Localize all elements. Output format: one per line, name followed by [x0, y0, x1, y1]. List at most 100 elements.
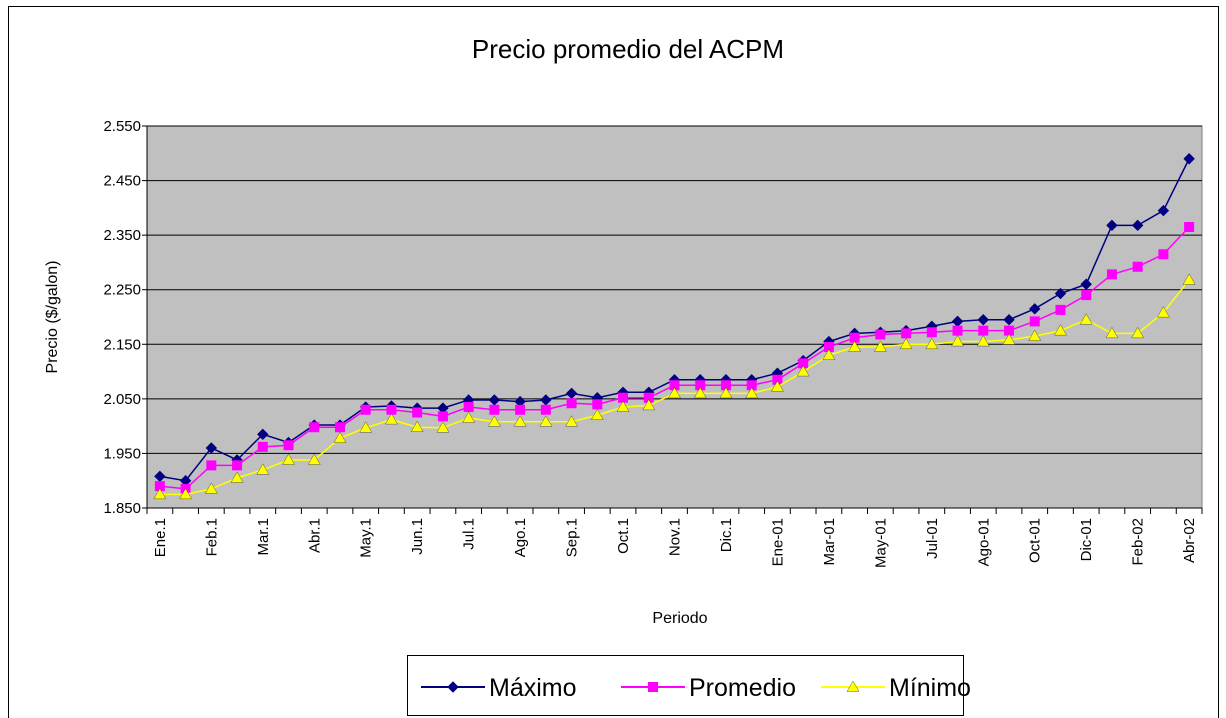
plot-area: [146, 125, 1203, 509]
data-point: [1054, 287, 1067, 300]
legend-marker: [648, 682, 658, 692]
data-point: [745, 387, 758, 399]
data-point: [1158, 249, 1169, 260]
data-point: [1029, 303, 1041, 315]
data-point: [1132, 261, 1143, 272]
data-point: [1157, 306, 1170, 318]
data-point: [796, 365, 810, 377]
y-tick-label: 1.850: [103, 500, 141, 517]
data-point: [642, 399, 656, 411]
data-point: [823, 342, 834, 353]
data-point: [513, 415, 527, 427]
data-point: [1003, 314, 1015, 326]
data-point: [1157, 204, 1170, 217]
data-point: [309, 422, 320, 433]
data-point: [385, 413, 398, 425]
data-point: [1080, 278, 1092, 290]
data-point: [1081, 290, 1092, 301]
data-point: [899, 337, 913, 349]
x-tick-label: Ene.1: [152, 518, 169, 557]
legend-box: [407, 655, 964, 716]
data-point: [669, 380, 680, 391]
data-point: [386, 404, 397, 415]
data-point: [771, 380, 784, 392]
data-point: [566, 398, 577, 409]
data-point: [154, 481, 165, 492]
legend-marker: [447, 681, 459, 693]
data-point: [875, 329, 886, 340]
x-tick-label: Oct.1: [615, 518, 632, 554]
data-point: [257, 441, 268, 452]
data-point: [1079, 313, 1093, 325]
data-point: [720, 380, 731, 391]
y-tick-label: 1.950: [103, 445, 141, 462]
data-point: [952, 325, 963, 336]
y-tick-label: 2.150: [103, 336, 141, 353]
data-point: [592, 399, 603, 410]
x-tick-label: Jun.1: [409, 518, 426, 555]
x-tick-label: Sep.1: [564, 518, 581, 557]
x-tick-label: Abr-02: [1181, 518, 1198, 563]
data-point: [822, 348, 836, 360]
data-point: [1131, 327, 1144, 339]
legend-label: Máximo: [489, 674, 577, 702]
data-point: [1028, 329, 1042, 341]
data-point: [334, 422, 345, 433]
data-point: [205, 482, 218, 494]
data-point: [436, 421, 450, 433]
legend-label: Promedio: [689, 674, 796, 702]
data-point: [951, 335, 964, 347]
data-point: [977, 314, 989, 326]
x-tick-label: May-01: [872, 518, 889, 568]
data-point: [412, 407, 423, 418]
data-point: [1183, 153, 1195, 165]
data-point: [591, 408, 604, 420]
data-point: [283, 440, 294, 451]
data-point: [1002, 333, 1016, 345]
data-point: [693, 387, 707, 399]
data-point: [1055, 304, 1066, 315]
data-point: [925, 337, 939, 349]
data-point: [359, 421, 372, 433]
data-point: [719, 387, 733, 399]
data-point: [1054, 324, 1067, 336]
data-point: [1105, 327, 1119, 339]
y-tick-label: 2.350: [103, 227, 141, 244]
data-point: [977, 335, 990, 347]
data-point: [540, 404, 551, 415]
data-point: [282, 453, 295, 465]
data-point: [874, 340, 887, 352]
x-axis-title: Periodo: [652, 610, 707, 627]
x-tick-label: May.1: [358, 518, 375, 558]
x-tick-label: Dic.1: [718, 518, 735, 552]
data-point: [1029, 316, 1040, 327]
x-tick-label: Dic-01: [1078, 518, 1095, 561]
data-point: [230, 471, 244, 483]
data-point: [206, 460, 217, 471]
x-tick-label: Feb.1: [203, 518, 220, 556]
data-point: [668, 387, 681, 399]
data-point: [978, 325, 989, 336]
x-tick-label: Mar-01: [821, 518, 838, 566]
y-axis-title: Precio ($/galon): [44, 261, 61, 374]
data-point: [1106, 219, 1118, 232]
data-point: [1184, 221, 1195, 232]
data-point: [437, 411, 448, 422]
data-point: [1182, 273, 1196, 285]
y-tick-label: 2.450: [103, 173, 141, 190]
data-point: [489, 404, 500, 415]
data-point: [695, 380, 706, 391]
data-point: [462, 411, 475, 423]
x-tick-label: Nov.1: [667, 518, 684, 556]
data-point: [179, 488, 192, 500]
data-point: [565, 415, 578, 427]
x-tick-label: Abr.1: [306, 518, 323, 553]
data-point: [643, 392, 654, 403]
data-point: [257, 428, 269, 441]
data-point: [746, 380, 757, 391]
chart-title: Precio promedio del ACPM: [472, 34, 784, 64]
x-tick-label: Feb-02: [1130, 518, 1147, 566]
y-tick-label: 2.250: [103, 282, 141, 299]
data-point: [1004, 325, 1015, 336]
data-point: [1106, 269, 1117, 280]
